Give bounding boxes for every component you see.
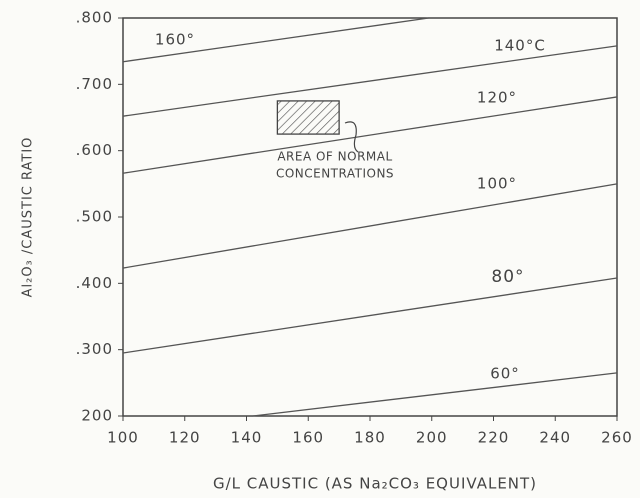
- y-tick-label: .300: [76, 340, 113, 358]
- series-label: 100°: [477, 175, 517, 193]
- x-tick-label: 100: [107, 429, 139, 447]
- series-label: 80°: [491, 267, 524, 287]
- plot-frame: [122, 17, 618, 417]
- x-tick-label: 140: [231, 429, 263, 447]
- normal-region: [276, 100, 340, 135]
- region-label: AREA OF NORMAL: [277, 150, 392, 164]
- isotherm-line: [122, 17, 429, 63]
- isotherm-line: [122, 277, 618, 354]
- series-label: 120°: [477, 89, 517, 107]
- x-tick-label: 120: [169, 429, 201, 447]
- x-tick-label: 200: [416, 429, 448, 447]
- region-label: CONCENTRATIONS: [276, 167, 394, 181]
- y-axis-label: Al₂O₃ /CAUSTIC RATIO: [21, 137, 36, 298]
- x-tick-label: 220: [478, 429, 510, 447]
- y-tick-label: 200: [81, 407, 113, 425]
- x-axis-label: G/L CAUSTIC (AS Na₂CO₃ EQUIVALENT): [213, 475, 537, 493]
- y-tick-label: .600: [76, 141, 113, 159]
- isotherm-line: [252, 372, 618, 417]
- isotherm-line: [122, 96, 618, 174]
- isotherm-line: [122, 45, 618, 117]
- series-label: 160°: [155, 31, 195, 49]
- x-tick-label: 260: [601, 429, 633, 447]
- x-tick-label: 180: [354, 429, 386, 447]
- y-tick-label: .700: [76, 75, 113, 93]
- annotation-arrow: [344, 121, 359, 153]
- y-tick-label: .800: [76, 9, 113, 27]
- x-tick-label: 160: [292, 429, 324, 447]
- series-label: 140°C: [494, 37, 546, 55]
- y-tick-label: .500: [76, 208, 113, 226]
- y-tick-label: .400: [76, 274, 113, 292]
- isotherm-line: [122, 183, 618, 269]
- x-tick-label: 240: [539, 429, 571, 447]
- series-label: 60°: [490, 365, 520, 383]
